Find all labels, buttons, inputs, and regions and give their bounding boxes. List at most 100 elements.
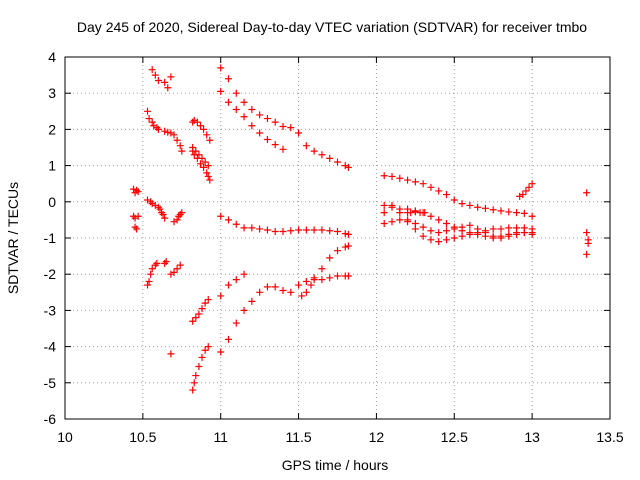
data-point bbox=[240, 224, 248, 232]
data-point bbox=[583, 229, 591, 237]
series-s20 bbox=[217, 272, 352, 356]
data-point bbox=[520, 229, 528, 237]
data-point bbox=[505, 208, 513, 216]
data-point bbox=[198, 353, 206, 361]
data-point bbox=[520, 209, 528, 217]
axis-ticks: 10 10.5 11 11.5 12 12.5 13 13.543210-1-2-3-4-5-… bbox=[44, 49, 624, 445]
y-tick-label: -1 bbox=[44, 230, 57, 246]
data-point bbox=[147, 198, 155, 206]
data-point bbox=[178, 147, 186, 155]
series-s15 bbox=[189, 343, 212, 394]
data-point bbox=[404, 218, 412, 226]
data-point bbox=[380, 220, 388, 228]
plot-frame bbox=[64, 56, 611, 420]
data-point bbox=[150, 122, 158, 130]
data-point bbox=[159, 210, 167, 218]
data-point bbox=[419, 223, 427, 231]
data-point bbox=[217, 87, 225, 95]
data-point bbox=[167, 270, 175, 278]
data-point bbox=[201, 158, 209, 166]
data-point bbox=[248, 224, 256, 232]
data-point bbox=[584, 239, 592, 247]
data-point bbox=[225, 75, 232, 83]
data-point bbox=[158, 209, 166, 217]
data-point bbox=[326, 274, 334, 282]
data-point bbox=[167, 350, 175, 358]
data-point bbox=[164, 84, 172, 92]
data-point bbox=[458, 200, 466, 208]
series-s21 bbox=[298, 242, 352, 300]
data-point bbox=[341, 230, 349, 238]
data-point bbox=[522, 187, 530, 195]
data-point bbox=[240, 98, 248, 106]
data-point bbox=[200, 125, 208, 133]
data-point bbox=[176, 261, 184, 269]
data-point bbox=[443, 191, 450, 199]
data-point bbox=[380, 209, 388, 217]
y-tick-label: 3 bbox=[48, 85, 56, 101]
data-point bbox=[443, 227, 450, 235]
data-point bbox=[411, 178, 419, 186]
data-point bbox=[173, 265, 181, 273]
data-point bbox=[481, 204, 489, 212]
data-point bbox=[302, 142, 310, 150]
data-point bbox=[170, 131, 178, 139]
series-s16 bbox=[217, 64, 352, 171]
data-point bbox=[263, 283, 271, 291]
data-point bbox=[204, 343, 212, 351]
data-point bbox=[206, 136, 214, 144]
data-point bbox=[217, 212, 225, 220]
data-point bbox=[161, 127, 169, 135]
data-point bbox=[344, 272, 352, 280]
data-point bbox=[190, 116, 198, 124]
data-point bbox=[151, 201, 159, 209]
data-point bbox=[151, 71, 159, 79]
data-point bbox=[204, 296, 212, 304]
data-point bbox=[528, 212, 536, 220]
y-tick-label: -4 bbox=[44, 339, 57, 355]
data-point bbox=[519, 191, 527, 199]
data-point bbox=[279, 227, 287, 235]
series-s02 bbox=[130, 212, 142, 233]
data-point bbox=[203, 169, 211, 177]
data-point bbox=[193, 118, 201, 126]
data-points bbox=[130, 64, 592, 394]
series-s24 bbox=[380, 216, 536, 246]
x-tick-label: 12.5 bbox=[441, 429, 468, 445]
data-point bbox=[232, 220, 240, 228]
data-point bbox=[161, 259, 169, 267]
data-point bbox=[528, 180, 536, 188]
y-tick-label: -2 bbox=[44, 266, 57, 282]
y-tick-label: 2 bbox=[48, 121, 56, 137]
data-point bbox=[195, 310, 203, 318]
series-s08 bbox=[144, 259, 161, 289]
series-s07 bbox=[170, 209, 186, 226]
data-point bbox=[256, 225, 264, 233]
data-point bbox=[583, 250, 591, 258]
data-point bbox=[295, 281, 303, 289]
data-point bbox=[513, 229, 521, 237]
data-point bbox=[295, 226, 303, 234]
data-point bbox=[204, 162, 212, 170]
data-point bbox=[279, 145, 287, 153]
data-point bbox=[481, 232, 489, 240]
data-point bbox=[450, 223, 458, 231]
data-point bbox=[170, 268, 178, 276]
data-point bbox=[232, 276, 240, 284]
data-point bbox=[206, 176, 214, 184]
data-point bbox=[334, 247, 341, 255]
data-point bbox=[295, 129, 303, 137]
data-point bbox=[396, 216, 404, 224]
data-point bbox=[144, 281, 152, 289]
data-point bbox=[505, 230, 513, 238]
data-point bbox=[326, 227, 334, 235]
data-point bbox=[407, 209, 415, 217]
data-point bbox=[173, 136, 181, 144]
data-point bbox=[271, 118, 279, 126]
data-point bbox=[344, 230, 352, 238]
data-point bbox=[302, 277, 310, 285]
series-s09 bbox=[161, 258, 184, 278]
data-point bbox=[148, 265, 156, 273]
data-point bbox=[240, 306, 248, 314]
